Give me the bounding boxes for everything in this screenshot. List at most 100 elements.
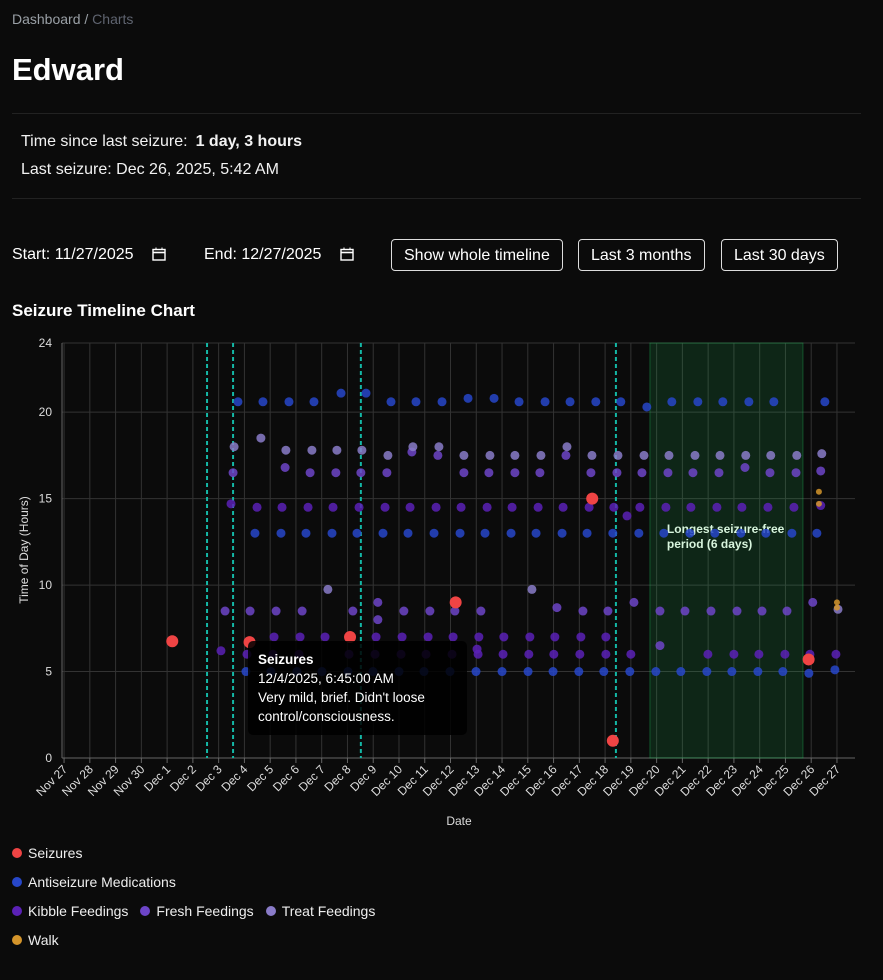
legend-swatch bbox=[12, 935, 22, 945]
data-point bbox=[533, 502, 543, 512]
data-point bbox=[380, 502, 390, 512]
data-point bbox=[373, 597, 383, 607]
tooltip-date: 12/4/2025, 6:45:00 AM bbox=[258, 671, 394, 686]
legend-item[interactable]: Walk bbox=[12, 932, 59, 948]
data-point bbox=[584, 502, 594, 512]
data-point bbox=[281, 445, 291, 455]
data-point bbox=[425, 606, 435, 616]
x-tick-label: Dec 2 bbox=[167, 762, 199, 794]
data-point bbox=[305, 468, 315, 478]
data-point bbox=[757, 606, 767, 616]
data-point bbox=[361, 388, 371, 398]
data-point bbox=[474, 632, 484, 642]
data-point bbox=[591, 397, 601, 407]
legend-label: Fresh Feedings bbox=[156, 903, 254, 919]
legend-item[interactable]: Seizures bbox=[12, 845, 82, 861]
data-point bbox=[622, 511, 632, 521]
button[interactable]: Last 3 months bbox=[578, 239, 705, 271]
data-point bbox=[661, 502, 671, 512]
data-point bbox=[763, 502, 773, 512]
data-point bbox=[740, 463, 750, 472]
data-point bbox=[833, 599, 840, 606]
data-point bbox=[386, 397, 396, 407]
data-point bbox=[476, 606, 486, 616]
legend-label: Treat Feedings bbox=[281, 903, 376, 919]
data-point bbox=[535, 468, 545, 478]
calendar-icon[interactable] bbox=[340, 247, 354, 261]
data-point bbox=[601, 649, 611, 659]
data-point bbox=[659, 528, 669, 538]
data-point bbox=[780, 649, 790, 659]
legend-row: Walk bbox=[12, 932, 71, 948]
data-point bbox=[626, 649, 636, 659]
data-point bbox=[765, 468, 775, 478]
data-point bbox=[276, 528, 286, 538]
legend-item[interactable]: Treat Feedings bbox=[265, 903, 376, 919]
data-point bbox=[789, 502, 799, 512]
data-point bbox=[371, 632, 381, 642]
data-point bbox=[637, 468, 647, 478]
data-point bbox=[514, 397, 524, 407]
data-point bbox=[729, 649, 739, 659]
breadcrumb: Dashboard / Charts bbox=[12, 11, 133, 27]
legend-item[interactable]: Kibble Feedings bbox=[12, 903, 128, 919]
data-point bbox=[550, 632, 560, 642]
data-point bbox=[323, 584, 333, 594]
data-point bbox=[220, 606, 230, 616]
breadcrumb-home[interactable]: Dashboard bbox=[12, 11, 81, 27]
data-point bbox=[233, 397, 243, 407]
data-point bbox=[561, 450, 571, 460]
data-point bbox=[663, 468, 673, 478]
legend-swatch bbox=[12, 848, 22, 858]
legend-item[interactable]: Antiseizure Medications bbox=[12, 874, 176, 890]
data-point bbox=[332, 445, 342, 455]
legend-row: Seizures bbox=[12, 845, 94, 861]
data-point bbox=[399, 606, 409, 616]
data-point bbox=[557, 528, 567, 538]
data-point bbox=[792, 450, 802, 460]
legend-row: Antiseizure Medications bbox=[12, 874, 188, 890]
breadcrumb-current: Charts bbox=[92, 11, 134, 27]
legend-item[interactable]: Fresh Feedings bbox=[140, 903, 254, 919]
data-point bbox=[830, 665, 840, 675]
data-point bbox=[702, 667, 712, 677]
seizure-free-region bbox=[649, 342, 804, 759]
data-point bbox=[629, 597, 639, 607]
calendar-icon[interactable] bbox=[152, 247, 166, 261]
data-point bbox=[540, 397, 550, 407]
tooltip-text: Very mild, brief. Didn't loose control/c… bbox=[258, 690, 425, 724]
data-point bbox=[655, 641, 665, 651]
data-point bbox=[510, 468, 520, 478]
button[interactable]: Last 30 days bbox=[721, 239, 838, 271]
end-date[interactable]: End: 12/27/2025 bbox=[204, 246, 354, 264]
data-point bbox=[690, 450, 700, 460]
data-point bbox=[667, 397, 677, 407]
data-point bbox=[634, 528, 644, 538]
data-point bbox=[383, 450, 393, 460]
y-axis-title: Time of Day (Hours) bbox=[17, 496, 31, 604]
data-point bbox=[603, 606, 613, 616]
start-date[interactable]: Start: 11/27/2025 bbox=[12, 246, 166, 264]
time-since: Time since last seizure: 1 day, 3 hours bbox=[21, 133, 302, 151]
data-point bbox=[297, 606, 307, 616]
data-point bbox=[277, 502, 287, 512]
legend-swatch bbox=[265, 906, 276, 916]
data-point bbox=[693, 397, 703, 407]
data-point bbox=[712, 502, 722, 512]
start-value[interactable]: 11/27/2025 bbox=[54, 246, 134, 263]
data-point bbox=[586, 468, 596, 478]
data-point bbox=[245, 606, 255, 616]
data-point bbox=[166, 635, 179, 648]
data-point bbox=[484, 468, 494, 478]
start-label: Start: bbox=[12, 246, 51, 263]
button[interactable]: Show whole timeline bbox=[391, 239, 563, 271]
data-point bbox=[327, 528, 337, 538]
data-point bbox=[816, 466, 826, 476]
end-value[interactable]: 12/27/2025 bbox=[241, 246, 322, 263]
y-tick-label: 15 bbox=[39, 492, 53, 506]
data-point bbox=[431, 502, 441, 512]
x-tick-label: Dec 5 bbox=[244, 762, 276, 794]
data-point bbox=[228, 468, 238, 478]
data-point bbox=[778, 667, 788, 677]
y-tick-label: 20 bbox=[39, 405, 53, 419]
